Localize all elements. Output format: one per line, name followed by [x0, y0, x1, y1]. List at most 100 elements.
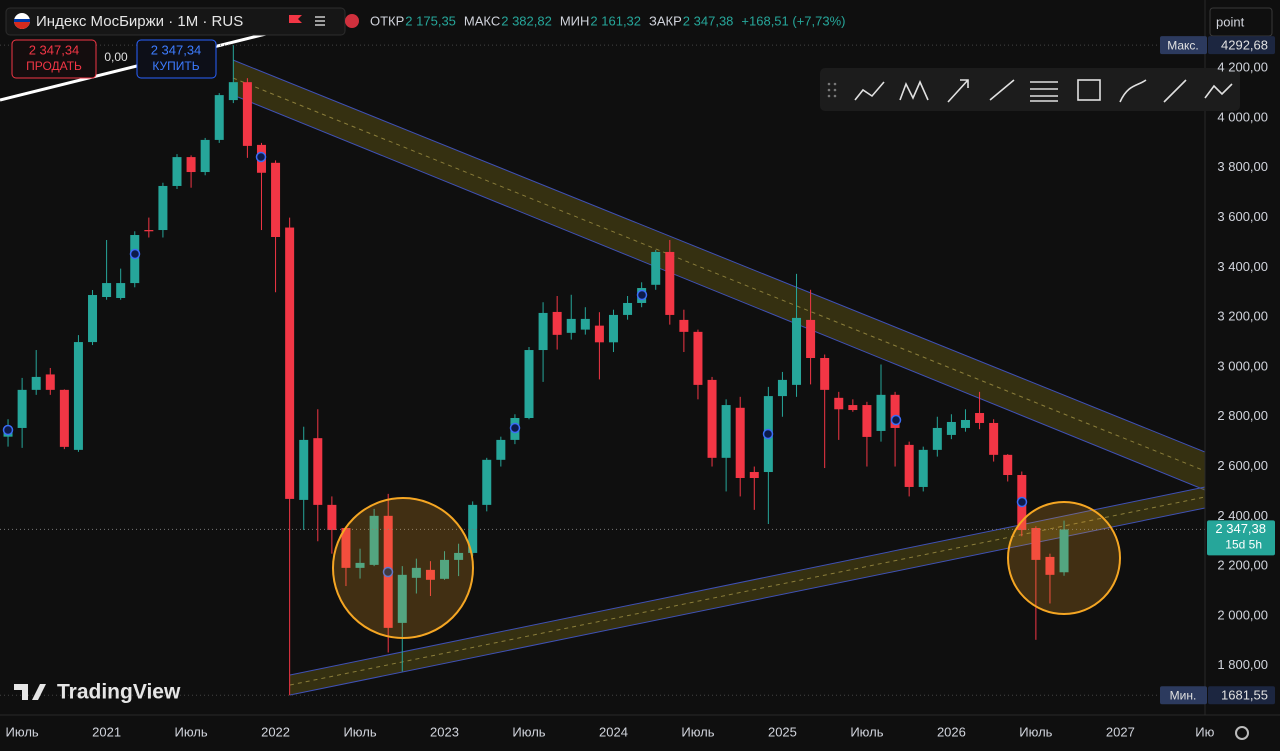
y-tick-label: 3 200,00 [1217, 309, 1268, 324]
candle-body [172, 157, 182, 186]
tool-icon[interactable] [854, 81, 885, 101]
x-tick-label: Июль [850, 724, 883, 739]
x-tick-label: 2021 [92, 724, 121, 739]
extreme-value: 4292,68 [1221, 38, 1268, 53]
tool-icon[interactable] [1163, 79, 1187, 103]
candle-body [88, 295, 98, 343]
candle-body [355, 562, 365, 568]
candle-body [806, 319, 816, 358]
flag-icon [14, 19, 30, 22]
extreme-value-bg [1208, 36, 1275, 55]
candle-body [482, 459, 492, 505]
candle-body [552, 311, 562, 335]
candle-body [876, 394, 886, 431]
event-marker [129, 248, 141, 260]
candle-body [524, 350, 534, 418]
x-tick-label: Июль [1019, 724, 1052, 739]
plot-area [0, 28, 1205, 696]
event-marker [890, 414, 902, 426]
y-tick-label: 2 200,00 [1217, 558, 1268, 573]
y-tick-label: 2 600,00 [1217, 458, 1268, 473]
alert-icon[interactable] [345, 14, 359, 28]
y-tick-label: 3 800,00 [1217, 159, 1268, 174]
sell-button[interactable] [11, 39, 97, 79]
menu-icon[interactable] [315, 16, 325, 26]
y-tick-label: 3 400,00 [1217, 259, 1268, 274]
candle-body [1003, 454, 1013, 476]
tool-icon[interactable] [1119, 79, 1147, 103]
candle-body [918, 449, 928, 487]
sell-label: ПРОДАТЬ [26, 59, 82, 73]
x-tick-label: 2022 [261, 724, 290, 739]
candle-body [594, 325, 604, 343]
candle-body [411, 567, 421, 578]
candle-body [932, 427, 942, 450]
last-price-bg [1207, 520, 1275, 556]
highlight-circle [332, 497, 474, 639]
candle-body [989, 422, 999, 455]
x-tick-label: 2023 [430, 724, 459, 739]
spread: 0,00 [104, 50, 128, 64]
countdown: 15d 5h [1225, 538, 1262, 552]
legend-label: ОТКР [370, 13, 404, 28]
interval-input[interactable] [1209, 7, 1273, 37]
tool-icon[interactable] [899, 80, 929, 101]
tool-icon[interactable] [1030, 81, 1058, 102]
x-tick-label: 2026 [937, 724, 966, 739]
candle-body [834, 397, 844, 410]
watermark-text: TradingView [57, 681, 181, 704]
candle-body [214, 95, 224, 140]
symbol-title: Индекс МосБиржи · 1M · RUS [36, 13, 243, 30]
channel-edge [289, 486, 1205, 676]
y-tick-label: 4 000,00 [1217, 109, 1268, 124]
candle-body [425, 569, 435, 580]
candle-body [580, 318, 590, 330]
candle-body [102, 283, 112, 298]
toolbar-grip [827, 82, 837, 98]
candle-body [1059, 529, 1069, 573]
candle-body [608, 314, 618, 343]
buy-button[interactable] [136, 39, 217, 79]
event-marker [509, 422, 521, 434]
candle-body [31, 376, 41, 390]
y-tick-label: 4 200,00 [1217, 60, 1268, 75]
symbol-box[interactable] [5, 7, 346, 36]
tool-icon[interactable] [989, 79, 1015, 101]
drawing-toolbar [820, 68, 1240, 111]
candle-body [285, 227, 295, 499]
candle-body [454, 552, 464, 560]
candle-body [200, 139, 210, 173]
candle-body [693, 331, 703, 385]
candle-body [158, 185, 168, 231]
y-tick-label: 2 800,00 [1217, 408, 1268, 423]
candle-body [299, 439, 309, 500]
candle-body [1045, 556, 1055, 575]
tool-icon[interactable] [1077, 79, 1101, 101]
flag-button[interactable] [289, 15, 302, 23]
candle-body [651, 251, 661, 285]
candle-body [749, 472, 759, 478]
tool-icon[interactable] [1204, 83, 1233, 99]
axis-labels: 1 800,00 2 000,00 2 200,00 2 400,00 2 600,00… [6, 36, 1275, 739]
sell-price: 2 347,34 [29, 42, 80, 57]
candle-body [792, 317, 802, 385]
extreme-value-bg [1208, 686, 1275, 705]
upper-channel [233, 60, 1205, 490]
extreme-label-bg [1160, 686, 1207, 705]
y-tick-label: 2 400,00 [1217, 508, 1268, 523]
candle-body [721, 405, 731, 458]
watermark-logo [14, 684, 46, 700]
y-tick-label: 3 600,00 [1217, 209, 1268, 224]
legend-value: 2 382,82 [501, 13, 552, 28]
tool-icon[interactable] [947, 79, 969, 103]
ohlc-legend: ОТКР 2 175,35 МАКС 2 382,82 МИН 2 161,32 ЗАКР 2… [370, 13, 845, 28]
extreme-value: 1681,55 [1221, 688, 1268, 703]
settings-button[interactable] [1235, 726, 1249, 740]
legend-change: +168,51 (+7,73%) [741, 13, 845, 28]
x-tick-label: Июль [6, 724, 39, 739]
x-tick-label: Июль [174, 724, 207, 739]
buy-price: 2 347,34 [151, 42, 202, 57]
